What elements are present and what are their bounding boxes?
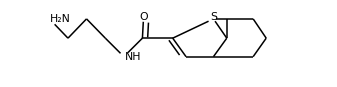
Text: S: S xyxy=(210,12,217,22)
Text: NH: NH xyxy=(125,52,142,62)
Text: O: O xyxy=(139,12,148,22)
Text: H₂N: H₂N xyxy=(50,14,70,24)
